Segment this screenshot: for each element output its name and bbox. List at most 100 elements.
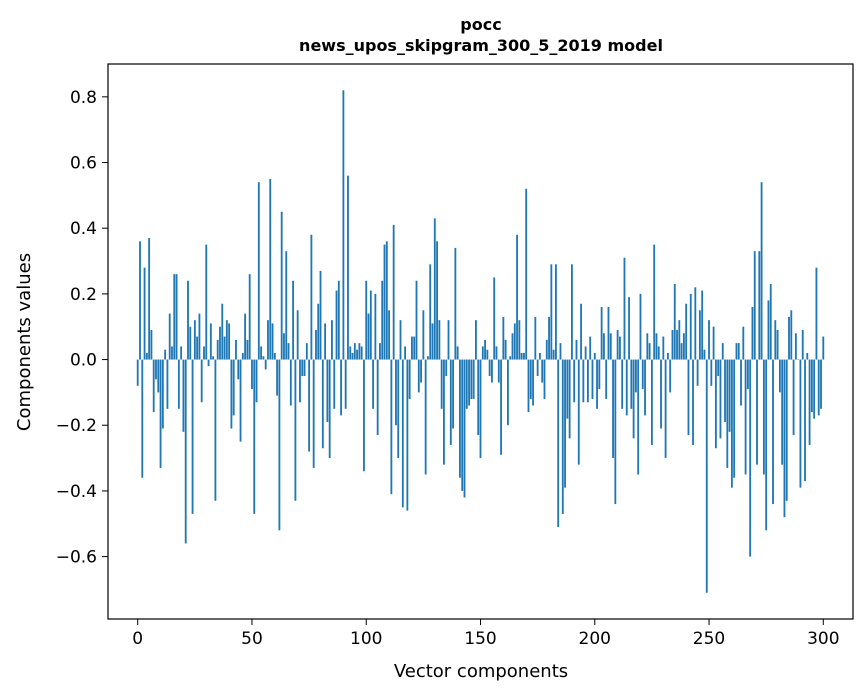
bar xyxy=(207,359,210,367)
bar xyxy=(513,323,516,360)
bar xyxy=(216,339,219,360)
bar xyxy=(616,330,619,360)
bar xyxy=(191,359,194,514)
bar xyxy=(440,359,443,409)
bar xyxy=(157,359,160,393)
bar xyxy=(283,333,285,360)
bar xyxy=(273,352,276,360)
bar xyxy=(189,326,192,360)
bar xyxy=(468,359,470,406)
bar xyxy=(484,339,486,360)
x-tick-label: 250 xyxy=(693,629,725,649)
bar xyxy=(504,339,507,360)
bar xyxy=(491,359,493,383)
bar xyxy=(566,359,569,419)
bar xyxy=(641,359,644,390)
bar xyxy=(381,280,384,360)
bar xyxy=(406,359,409,511)
bar xyxy=(305,343,308,360)
bar xyxy=(264,359,267,370)
bar xyxy=(618,336,621,360)
bar xyxy=(164,349,167,360)
bar xyxy=(342,90,345,360)
bar xyxy=(751,307,754,360)
bar xyxy=(783,359,786,518)
bar xyxy=(596,359,598,409)
bar xyxy=(541,359,544,383)
bar xyxy=(657,346,660,360)
bar xyxy=(452,359,454,429)
bar xyxy=(511,333,514,360)
bar xyxy=(774,320,777,360)
bar xyxy=(735,343,738,360)
bar xyxy=(655,333,658,360)
bar xyxy=(623,257,626,360)
bar xyxy=(698,310,701,360)
bar xyxy=(319,270,322,360)
y-tick-label: 0.6 xyxy=(70,154,97,174)
bar xyxy=(600,307,603,360)
bar xyxy=(593,352,596,360)
bar xyxy=(607,307,610,360)
bar xyxy=(166,359,169,409)
bar xyxy=(267,320,269,360)
bar xyxy=(696,359,699,386)
bar xyxy=(801,330,804,360)
bar xyxy=(321,359,324,449)
bar xyxy=(539,352,541,360)
bar xyxy=(710,359,713,386)
bar xyxy=(676,330,678,360)
bar xyxy=(810,359,813,413)
bar xyxy=(299,359,301,403)
bar xyxy=(139,241,141,360)
bar xyxy=(728,359,731,432)
bar xyxy=(744,359,747,475)
bar xyxy=(424,359,427,475)
bar xyxy=(598,359,601,390)
bar xyxy=(184,359,187,544)
bar xyxy=(237,359,240,380)
x-tick-label: 50 xyxy=(241,629,263,649)
bar xyxy=(630,359,633,409)
x-tick-label: 0 xyxy=(132,629,143,649)
bar xyxy=(287,343,290,360)
bar xyxy=(470,359,473,399)
bar xyxy=(705,359,708,593)
bar xyxy=(497,359,500,383)
bar xyxy=(177,359,180,409)
bar xyxy=(358,343,361,360)
bar xyxy=(420,359,422,383)
bar xyxy=(193,320,196,360)
bar xyxy=(781,359,784,465)
y-tick-label: −0.4 xyxy=(56,482,97,502)
bar xyxy=(152,359,155,413)
bar xyxy=(477,359,480,436)
chart-title: pocc xyxy=(460,15,501,34)
bar xyxy=(475,320,477,360)
bar xyxy=(392,224,395,360)
bar xyxy=(390,359,393,495)
bar xyxy=(516,234,518,360)
bar xyxy=(349,346,352,360)
bar xyxy=(573,359,576,403)
bar xyxy=(765,359,768,531)
bar xyxy=(454,247,457,360)
bar xyxy=(742,326,745,360)
bar xyxy=(445,359,448,376)
bar xyxy=(367,313,370,360)
bar xyxy=(523,352,525,360)
x-axis-label: Vector components xyxy=(394,661,568,682)
bar xyxy=(248,274,251,360)
bar xyxy=(730,359,733,488)
bar xyxy=(337,280,340,360)
bar xyxy=(155,359,157,380)
bar xyxy=(621,359,624,409)
bar xyxy=(669,359,672,393)
bar xyxy=(253,359,256,514)
y-tick-label: 0.8 xyxy=(70,88,97,108)
bar xyxy=(413,336,416,360)
bar xyxy=(682,333,685,360)
bar xyxy=(148,238,151,360)
bar xyxy=(141,359,144,478)
bar xyxy=(280,211,283,360)
